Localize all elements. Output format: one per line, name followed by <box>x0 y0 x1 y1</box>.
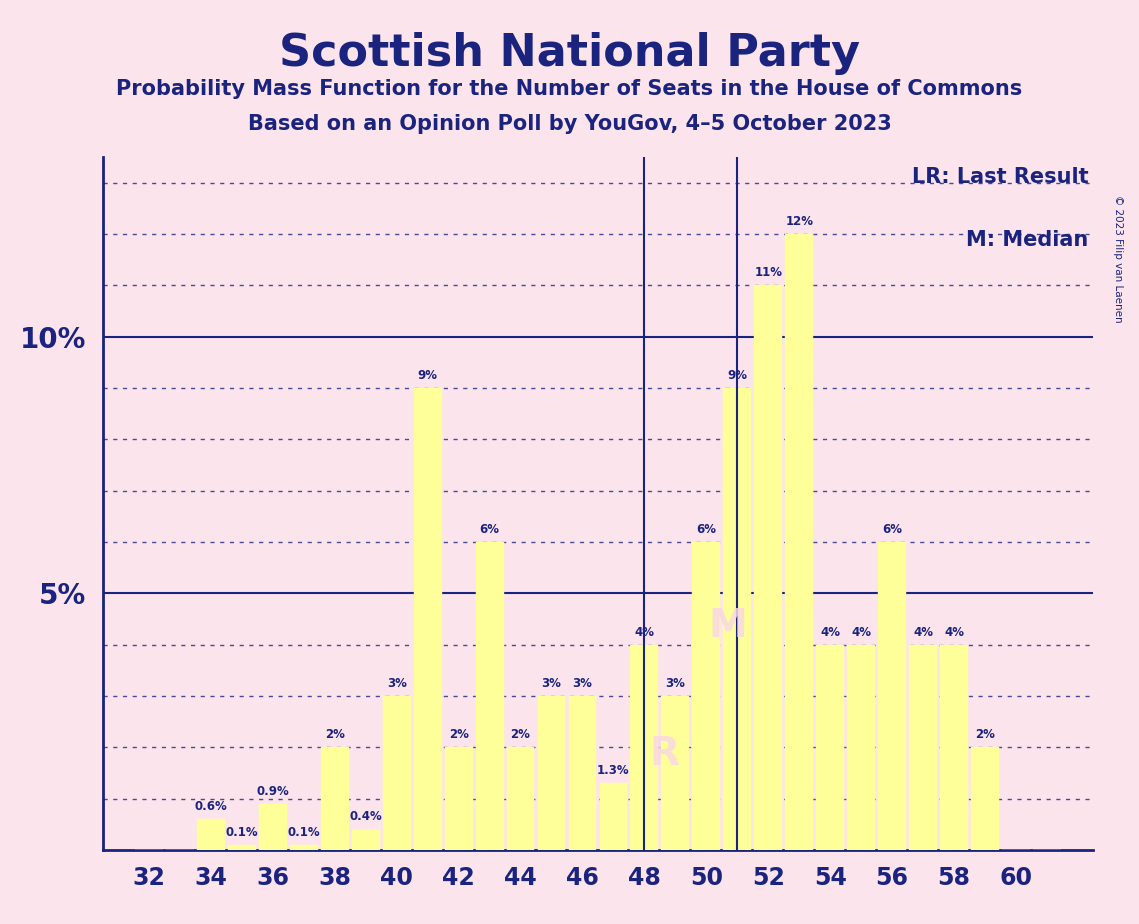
Text: 6%: 6% <box>883 523 902 536</box>
Bar <box>847 645 875 850</box>
Text: 2%: 2% <box>325 728 345 741</box>
Text: 1.3%: 1.3% <box>597 764 630 777</box>
Text: 0.6%: 0.6% <box>195 800 228 813</box>
Text: Based on an Opinion Poll by YouGov, 4–5 October 2023: Based on an Opinion Poll by YouGov, 4–5 … <box>247 114 892 134</box>
Bar <box>352 830 379 850</box>
Bar <box>476 542 503 850</box>
Text: LR: Last Result: LR: Last Result <box>912 167 1089 188</box>
Text: 9%: 9% <box>418 369 437 382</box>
Text: M: M <box>708 607 747 645</box>
Text: 4%: 4% <box>944 626 964 638</box>
Text: 0.1%: 0.1% <box>226 826 259 839</box>
Text: 3%: 3% <box>573 677 592 690</box>
Text: 0.9%: 0.9% <box>256 784 289 797</box>
Text: 4%: 4% <box>851 626 871 638</box>
Bar <box>413 388 442 850</box>
Text: 2%: 2% <box>975 728 995 741</box>
Text: 9%: 9% <box>728 369 747 382</box>
Bar <box>878 542 907 850</box>
Bar <box>289 845 318 850</box>
Text: 4%: 4% <box>634 626 655 638</box>
Text: 4%: 4% <box>820 626 841 638</box>
Text: 11%: 11% <box>754 266 782 279</box>
Bar <box>785 234 813 850</box>
Text: 4%: 4% <box>913 626 933 638</box>
Text: 0.4%: 0.4% <box>350 810 382 823</box>
Text: 3%: 3% <box>387 677 407 690</box>
Text: 6%: 6% <box>480 523 500 536</box>
Bar <box>383 696 411 850</box>
Text: © 2023 Filip van Laenen: © 2023 Filip van Laenen <box>1114 195 1123 322</box>
Bar <box>754 286 782 850</box>
Text: 2%: 2% <box>510 728 531 741</box>
Bar <box>631 645 658 850</box>
Bar <box>940 645 968 850</box>
Text: 0.1%: 0.1% <box>287 826 320 839</box>
Bar <box>228 845 256 850</box>
Text: 6%: 6% <box>696 523 716 536</box>
Bar <box>972 748 999 850</box>
Text: 3%: 3% <box>665 677 686 690</box>
Text: 2%: 2% <box>449 728 468 741</box>
Bar <box>507 748 534 850</box>
Bar <box>197 820 224 850</box>
Bar <box>259 804 287 850</box>
Bar <box>909 645 937 850</box>
Bar <box>444 748 473 850</box>
Text: 3%: 3% <box>541 677 562 690</box>
Bar <box>599 784 628 850</box>
Text: R: R <box>649 736 679 773</box>
Text: Probability Mass Function for the Number of Seats in the House of Commons: Probability Mass Function for the Number… <box>116 79 1023 99</box>
Bar <box>693 542 720 850</box>
Bar <box>568 696 597 850</box>
Text: M: Median: M: Median <box>966 230 1089 249</box>
Text: Scottish National Party: Scottish National Party <box>279 32 860 76</box>
Bar <box>321 748 349 850</box>
Bar <box>723 388 752 850</box>
Bar <box>662 696 689 850</box>
Text: 12%: 12% <box>785 215 813 228</box>
Bar <box>538 696 565 850</box>
Bar <box>817 645 844 850</box>
